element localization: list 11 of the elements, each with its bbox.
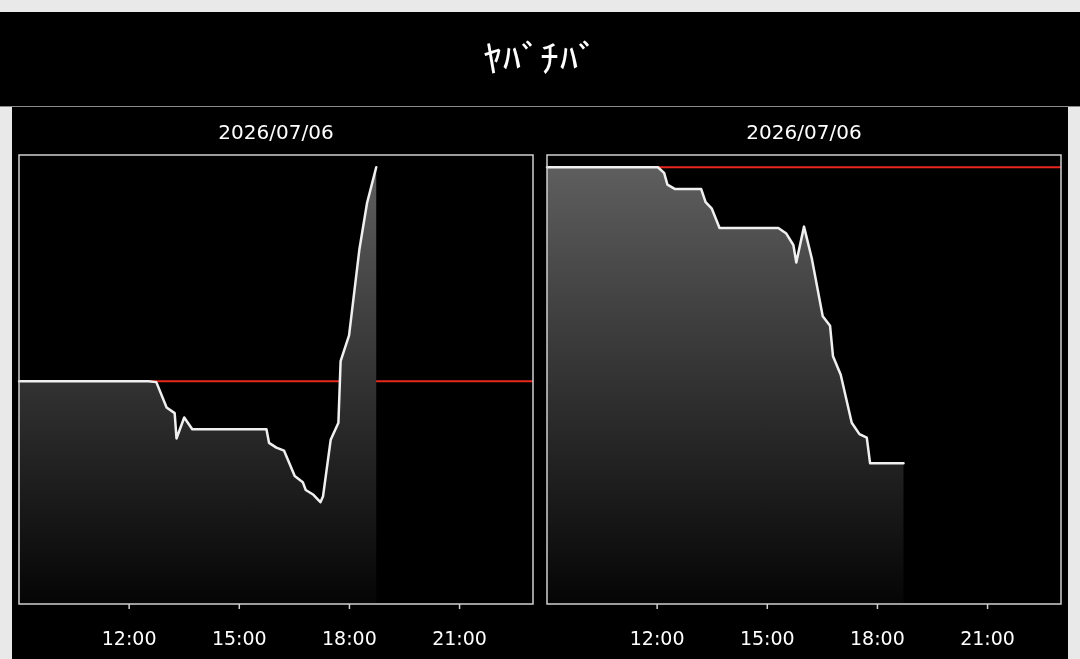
x-tick-label: 12:00 xyxy=(629,627,685,649)
x-tick-label: 21:00 xyxy=(960,627,1015,649)
chart-title: 2026/07/06 xyxy=(218,120,334,144)
chart-title: 2026/07/06 xyxy=(746,120,862,144)
text: ﾔﾊﾞﾁﾊﾞ xyxy=(483,37,597,81)
x-tick-label: 21:00 xyxy=(432,627,487,649)
x-tick-label: 18:00 xyxy=(850,627,905,649)
x-tick-label: 12:00 xyxy=(101,627,157,649)
x-tick-label: 15:00 xyxy=(211,627,267,649)
x-tick-label: 15:00 xyxy=(739,627,795,649)
x-tick-label: 18:00 xyxy=(322,627,377,649)
